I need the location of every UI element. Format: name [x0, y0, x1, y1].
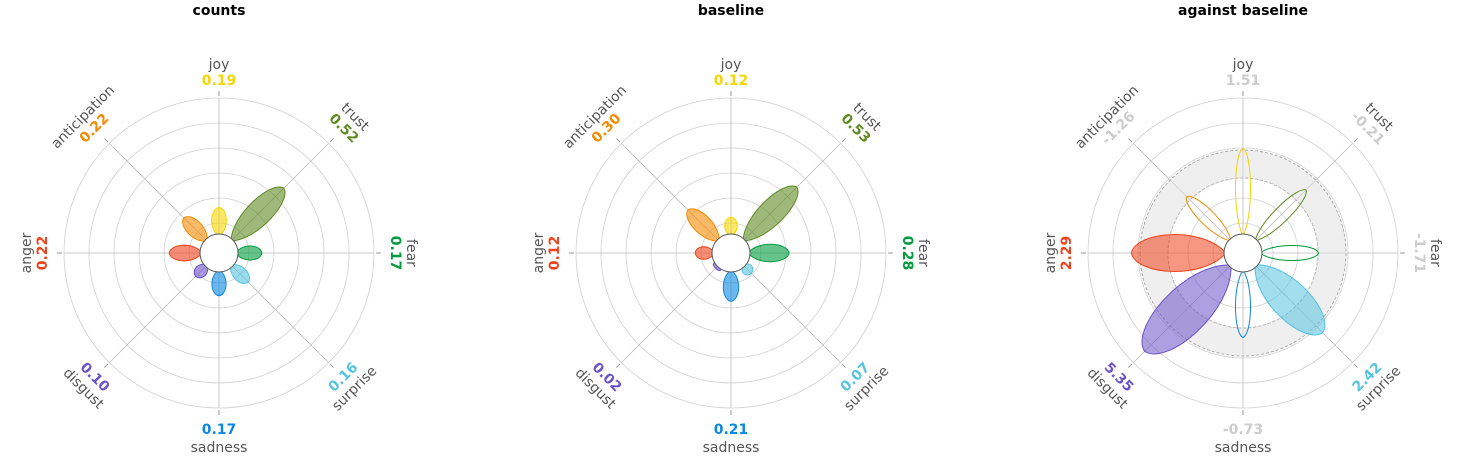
petal-surprise	[1254, 264, 1326, 336]
value-label-sadness: -0.73	[1223, 422, 1263, 438]
spoke-tick	[841, 138, 846, 143]
petal-fear	[1259, 245, 1320, 261]
value-label-fear: 0.17	[387, 236, 403, 271]
value-label-anger: 0.22	[35, 236, 51, 271]
petal-fear	[235, 245, 263, 261]
petal-joy	[724, 216, 738, 237]
petal-fear	[747, 243, 790, 263]
emotion-label-fear: fear	[403, 239, 419, 267]
petal-surprise	[230, 264, 250, 284]
center-disc	[199, 233, 239, 273]
petal-trust	[742, 185, 799, 242]
petal-anticipation	[1185, 195, 1232, 242]
value-label-joy: 0.19	[202, 73, 237, 89]
emotion-label-anger: anger	[1043, 232, 1059, 273]
petal-trust	[230, 186, 286, 242]
petal-anger	[1130, 234, 1227, 272]
petal-joy	[1235, 147, 1251, 238]
petal-joy	[211, 206, 227, 237]
petal-disgust	[1141, 264, 1232, 355]
spoke-tick	[104, 363, 109, 368]
spoke-tick	[1128, 138, 1133, 143]
spoke-tick	[1353, 363, 1358, 368]
spoke-tick	[1128, 363, 1133, 368]
petal-anticipation	[686, 208, 720, 242]
emotion-label-anger: anger	[19, 232, 35, 273]
spoke-tick	[104, 138, 109, 143]
emotion-label-joy: joy	[1232, 57, 1254, 73]
emotion-label-joy: joy	[208, 57, 230, 73]
emotion-label-sadness: sadness	[1215, 440, 1272, 456]
spoke-tick	[329, 363, 334, 368]
emotion-label-fear: fear	[1427, 239, 1443, 267]
petal-anger	[694, 246, 715, 260]
spoke-tick	[616, 138, 621, 143]
spoke-tick	[616, 363, 621, 368]
value-label-fear: 0.28	[899, 236, 915, 271]
chart-title: counts	[193, 3, 246, 19]
value-label-sadness: 0.17	[202, 422, 237, 438]
spoke-tick	[1353, 138, 1358, 143]
emotion-label-sadness: sadness	[703, 440, 760, 456]
chart-title: baseline	[698, 3, 764, 19]
petal-anger	[168, 244, 203, 262]
emotion-label-fear: fear	[915, 239, 931, 267]
chart-panel-baseline: baseline joy0.12trust0.53fear0.28surpris…	[531, 3, 931, 456]
spoke-tick	[841, 363, 846, 368]
value-label-sadness: 0.21	[714, 422, 749, 438]
emotion-label-joy: joy	[720, 57, 742, 73]
petal-sadness	[722, 269, 740, 302]
value-label-anger: 2.29	[1059, 236, 1075, 271]
petal-disgust	[193, 263, 209, 279]
value-label-fear: -1.71	[1411, 233, 1427, 273]
chart-title: against baseline	[1178, 3, 1308, 19]
petal-anticipation	[182, 216, 208, 242]
petal-sadness	[211, 269, 227, 297]
chart-panel-against-baseline: against baseline joy1.51trust-0.21fear-1…	[1043, 3, 1443, 456]
petal-trust	[1254, 189, 1307, 242]
chart-panel-counts: counts joy0.19trust0.52fear0.17surprise0…	[19, 3, 419, 456]
spoke-disgust	[621, 252, 732, 363]
value-label-joy: 0.12	[714, 73, 749, 89]
emotion-label-anger: anger	[531, 232, 547, 273]
spoke-tick	[329, 138, 334, 143]
emotion-label-sadness: sadness	[191, 440, 248, 456]
value-label-anger: 0.12	[547, 236, 563, 271]
value-label-joy: 1.51	[1226, 73, 1261, 89]
center-disc	[711, 233, 751, 273]
petal-sadness	[1235, 269, 1251, 338]
center-disc	[1223, 233, 1263, 273]
